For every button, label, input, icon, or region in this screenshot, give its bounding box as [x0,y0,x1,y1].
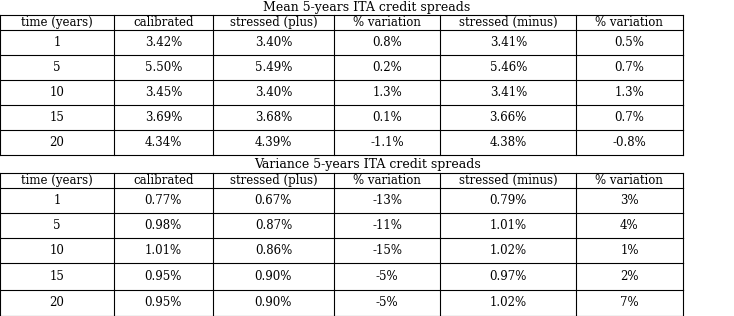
Text: 1.02%: 1.02% [490,296,527,309]
Text: % variation: % variation [595,174,664,187]
Text: 1.3%: 1.3% [614,86,644,99]
Text: 0.90%: 0.90% [255,296,292,309]
Text: 15: 15 [49,111,65,124]
Text: calibrated: calibrated [133,16,194,29]
Text: 3.40%: 3.40% [255,86,292,99]
Text: 0.2%: 0.2% [372,61,402,74]
Text: -15%: -15% [372,244,402,257]
Text: 3%: 3% [620,194,639,207]
Text: 0.79%: 0.79% [490,194,527,207]
Text: calibrated: calibrated [133,174,194,187]
Text: 1.01%: 1.01% [490,219,527,232]
Text: 0.86%: 0.86% [255,244,292,257]
Text: 3.45%: 3.45% [145,86,182,99]
Text: 5.46%: 5.46% [490,61,527,74]
Text: Variance 5-years ITA credit spreads: Variance 5-years ITA credit spreads [254,158,480,171]
Text: 15: 15 [49,270,65,283]
Text: -5%: -5% [376,296,399,309]
Text: 0.5%: 0.5% [614,36,644,49]
Text: % variation: % variation [353,16,421,29]
Text: 0.1%: 0.1% [372,111,402,124]
Text: 0.98%: 0.98% [145,219,182,232]
Text: -0.8%: -0.8% [613,136,646,149]
Text: -1.1%: -1.1% [371,136,404,149]
Text: 7%: 7% [620,296,639,309]
Text: 10: 10 [49,244,65,257]
Text: 5: 5 [53,61,61,74]
Text: stressed (minus): stressed (minus) [459,174,558,187]
Text: % variation: % variation [595,16,664,29]
Text: 10: 10 [49,86,65,99]
Text: 5.49%: 5.49% [255,61,292,74]
Text: -5%: -5% [376,270,399,283]
Text: 1%: 1% [620,244,639,257]
Text: 3.41%: 3.41% [490,86,527,99]
Text: 0.90%: 0.90% [255,270,292,283]
Text: 1.01%: 1.01% [145,244,182,257]
Text: 1.02%: 1.02% [490,244,527,257]
Text: 4.38%: 4.38% [490,136,527,149]
Text: 0.87%: 0.87% [255,219,292,232]
Text: 0.95%: 0.95% [145,270,182,283]
Text: stressed (plus): stressed (plus) [230,16,317,29]
Text: 3.40%: 3.40% [255,36,292,49]
Text: 1.3%: 1.3% [372,86,402,99]
Text: time (years): time (years) [21,16,92,29]
Text: % variation: % variation [353,174,421,187]
Text: 3.69%: 3.69% [145,111,182,124]
Text: 0.7%: 0.7% [614,61,644,74]
Text: 0.67%: 0.67% [255,194,292,207]
Text: 1: 1 [53,194,61,207]
Text: -13%: -13% [372,194,402,207]
Text: stressed (plus): stressed (plus) [230,174,317,187]
Text: 3.42%: 3.42% [145,36,182,49]
Text: 0.97%: 0.97% [490,270,527,283]
Text: 1: 1 [53,36,61,49]
Text: -11%: -11% [372,219,402,232]
Text: 3.66%: 3.66% [490,111,527,124]
Text: 5: 5 [53,219,61,232]
Text: 2%: 2% [620,270,639,283]
Text: 0.8%: 0.8% [372,36,402,49]
Text: 20: 20 [49,136,65,149]
Text: time (years): time (years) [21,174,92,187]
Text: 0.7%: 0.7% [614,111,644,124]
Text: stressed (minus): stressed (minus) [459,16,558,29]
Text: 0.95%: 0.95% [145,296,182,309]
Text: 0.77%: 0.77% [145,194,182,207]
Text: 5.50%: 5.50% [145,61,182,74]
Text: 4.39%: 4.39% [255,136,292,149]
Text: 4.34%: 4.34% [145,136,182,149]
Text: 3.41%: 3.41% [490,36,527,49]
Text: Mean 5-years ITA credit spreads: Mean 5-years ITA credit spreads [264,2,470,15]
Text: 20: 20 [49,296,65,309]
Text: 4%: 4% [620,219,639,232]
Text: 3.68%: 3.68% [255,111,292,124]
